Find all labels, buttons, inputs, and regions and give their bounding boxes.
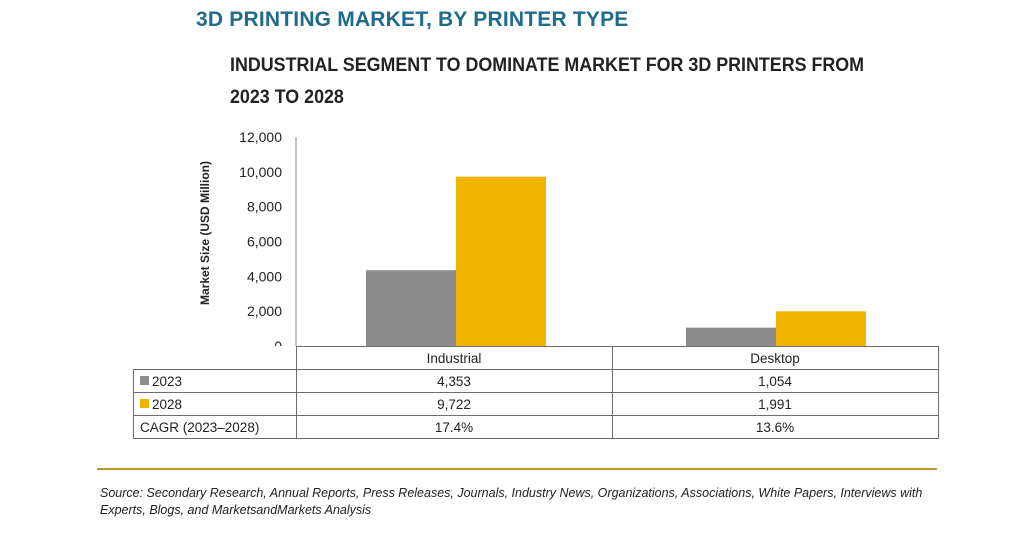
table-cell: 1,054 xyxy=(611,369,939,393)
legend-entry-2023: 2023 xyxy=(133,369,297,393)
table-cell: 1,991 xyxy=(611,392,939,416)
y-tick-label: 4,000 xyxy=(247,268,282,284)
y-tick-label: 6,000 xyxy=(247,234,282,250)
legend-label: 2028 xyxy=(152,396,183,412)
table-cell: 13.6% xyxy=(611,415,939,439)
source-note: Source: Secondary Research, Annual Repor… xyxy=(100,486,923,517)
bar-chart: 0 2,000 4,000 6,000 8,000 10,000 12,000 Market … xyxy=(198,129,866,346)
y-tick-label: 12,000 xyxy=(239,129,282,145)
table-row: CAGR (2023–2028) 17.4% 13.6% xyxy=(133,415,939,439)
legend-label: 2023 xyxy=(152,373,183,389)
category-header: Desktop xyxy=(611,346,939,370)
bar-2028-desktop xyxy=(776,311,866,346)
cagr-label: CAGR (2023–2028) xyxy=(133,415,297,439)
bar-2023-industrial xyxy=(366,270,456,346)
table-cell: 4,353 xyxy=(295,369,613,393)
y-tick-label: 8,000 xyxy=(247,199,282,215)
bar-2023-desktop xyxy=(686,327,776,346)
data-table: Industrial Desktop 2023 4,353 1,054 2028… xyxy=(133,346,939,439)
y-tick-label: 2,000 xyxy=(247,303,282,319)
table-row: 2028 9,722 1,991 xyxy=(133,392,939,416)
table-corner xyxy=(134,347,297,370)
bar-2028-industrial xyxy=(456,176,546,346)
legend-swatch-2028 xyxy=(140,399,149,409)
chart-title: 3D PRINTING MARKET, BY PRINTER TYPE xyxy=(196,8,629,31)
y-tick-label: 0 xyxy=(274,338,282,346)
table-cell: 17.4% xyxy=(295,415,613,439)
table-cell: 9,722 xyxy=(295,392,613,416)
legend-swatch-2023 xyxy=(140,376,149,386)
y-tick-label: 10,000 xyxy=(239,164,282,180)
chart-subtitle: INDUSTRIAL SEGMENT TO DOMINATE MARKET FO… xyxy=(230,55,865,108)
category-header: Industrial xyxy=(295,346,613,370)
legend-entry-2028: 2028 xyxy=(133,392,297,416)
y-axis-title: Market Size (USD Million) xyxy=(198,161,212,305)
table-header-row: Industrial Desktop xyxy=(134,346,939,370)
divider-rule xyxy=(97,468,937,470)
table-row: 2023 4,353 1,054 xyxy=(133,369,939,393)
